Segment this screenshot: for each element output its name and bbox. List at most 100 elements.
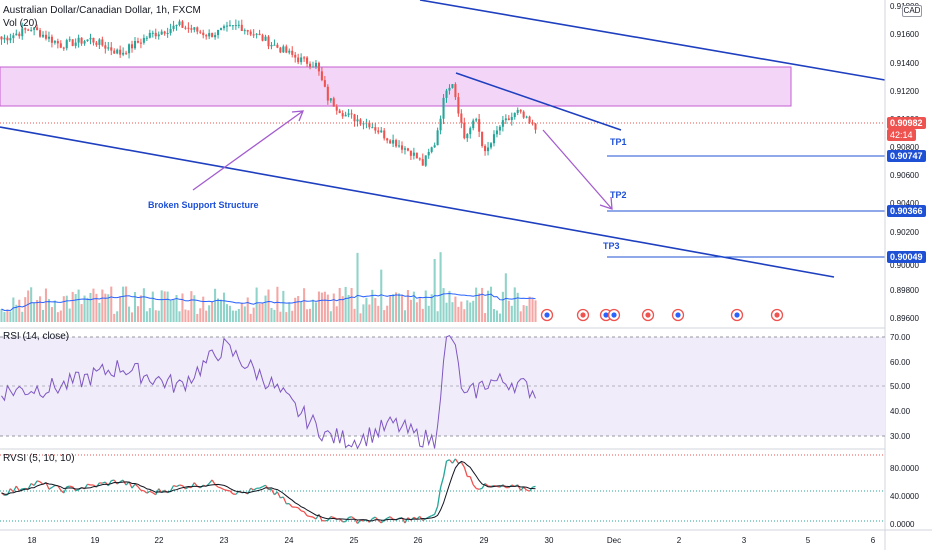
rvsi-segment [137,486,142,491]
candle-body [460,113,463,123]
volume-bar [362,304,365,322]
candle-body [139,42,142,44]
time-tick: 22 [155,536,164,545]
candle-body [98,39,101,45]
volume-bar [424,290,427,322]
broken-support-arrow[interactable] [192,110,304,191]
price-tick: 0.90800 [890,143,919,152]
candle-body [122,52,125,55]
volume-bar [297,296,300,322]
candle-body [15,33,18,36]
volume-bar [519,311,522,322]
candle-body [501,120,504,127]
candle-body [202,32,205,36]
candle-body [395,140,398,147]
rvsi-segment [4,494,8,497]
rvsi-segment [107,480,112,487]
rvsi-signal-line [1,460,536,522]
rvsi-segment [288,503,293,508]
volume-bar [454,296,457,322]
candle-body [445,90,448,98]
candle-body [478,119,481,132]
volume-bar [39,296,42,322]
candle-body [166,33,169,35]
rvsi-segment [490,484,495,488]
rvsi-segment [250,487,255,491]
volume-bar [395,292,398,322]
rvsi-segment [211,479,216,485]
price-tick: 0.90400 [890,199,919,208]
volume-bar [430,294,433,322]
economic-events-row[interactable] [540,308,784,322]
resistance-zone[interactable] [0,66,792,107]
time-tick: 19 [91,536,100,545]
volume-bar [83,295,86,322]
short-trend-line[interactable] [455,72,622,131]
lower-channel-line[interactable] [0,126,835,278]
time-axis[interactable]: 18 19 22 23 24 25 26 29 30 Dec 2 3 5 6 [28,536,876,545]
volume-ma-line [1,292,536,312]
rvsi-segment [113,479,118,485]
upper-channel-line[interactable] [419,0,886,81]
time-tick: 18 [28,536,37,545]
rvsi-segment [170,485,175,492]
rvsi-segment [526,489,530,492]
rsi-axis[interactable]: 70.00 60.00 50.00 40.00 30.00 [890,333,911,441]
volume-bar [228,305,231,322]
currency-badge[interactable]: CAD [902,5,922,17]
volume-bar [510,305,513,322]
rvsi-axis[interactable]: 80.0000 40.0000 0.0000 [890,464,919,529]
rvsi-segment [119,479,124,483]
candle-body [285,46,288,53]
volume-bar [169,300,172,322]
rvsi-segment [75,489,79,492]
rsi-legend[interactable]: RSI (14, close) [3,331,70,342]
projection-arrow[interactable] [542,129,613,210]
candle-body [332,98,335,107]
volume-bar [469,302,472,322]
candle-body [151,32,154,34]
volume-bar [463,309,466,322]
candle-body [412,152,415,156]
volume-bar [36,299,39,322]
rvsi-segment [389,516,394,520]
candle-body [92,37,95,43]
symbol-title[interactable]: Australian Dollar/Canadian Dollar, 1h, F… [3,5,201,16]
candle-body [472,120,475,129]
volume-bar [338,287,341,322]
candle-body [18,33,21,37]
volume-series [0,252,537,322]
rvsi-segment [442,460,448,477]
volume-bar [528,296,531,322]
rvsi-segment [69,485,73,488]
candle-body [329,98,332,101]
volume-bar [326,294,329,322]
price-axis[interactable]: 0.918000.916000.914000.912000.910000.908… [890,2,919,323]
candle-body [44,34,48,39]
volume-bar [9,311,12,322]
volume-bar [86,297,89,322]
volume-bar [255,287,258,322]
candle-body [142,37,145,43]
volume-legend[interactable]: Vol (20) [3,18,38,29]
volume-bar [350,287,353,322]
rsi-tick: 50.00 [890,382,911,391]
volume-bar [409,299,412,322]
candle-body [217,29,220,36]
candle-body [326,86,329,101]
candle-body [439,118,442,131]
candle-body [356,119,359,122]
volume-bar [89,292,92,322]
rvsi-segment [66,485,70,488]
volume-bar [294,297,297,322]
volume-bar [460,301,463,322]
rvsi-segment [220,487,225,491]
rvsi-legend[interactable]: RVSI (5, 10, 10) [3,453,75,464]
volume-bar [151,291,154,322]
volume-bar [344,286,347,322]
candle-body [0,36,3,40]
volume-bar [240,302,243,322]
candle-body [199,31,202,33]
